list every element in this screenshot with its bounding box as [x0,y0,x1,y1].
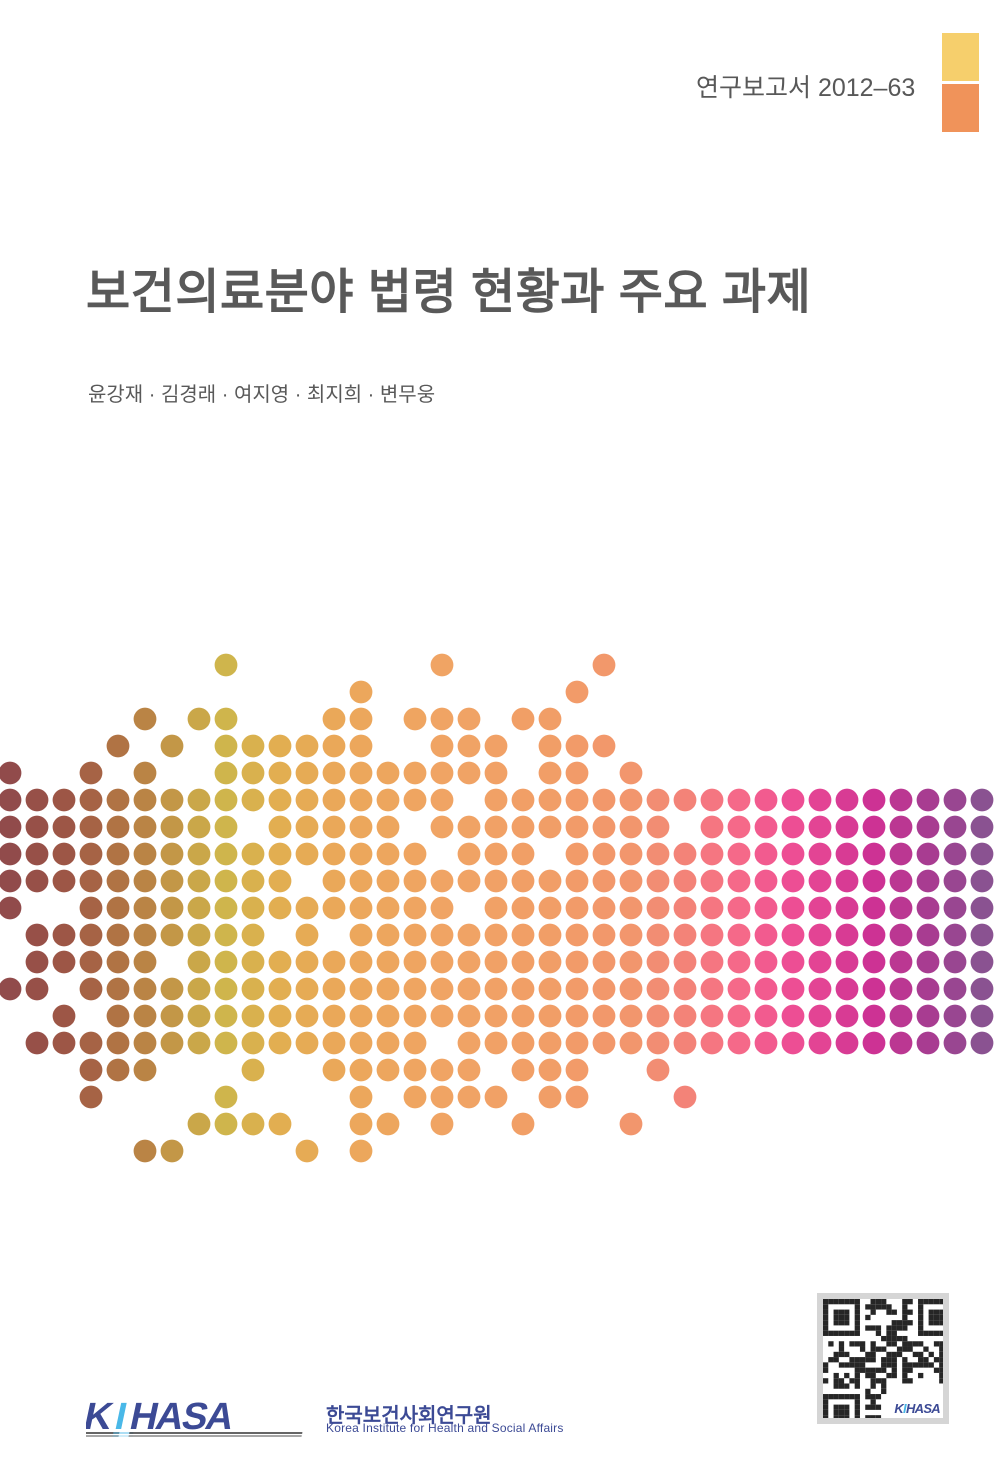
svg-text:HASA: HASA [126,1395,237,1438]
